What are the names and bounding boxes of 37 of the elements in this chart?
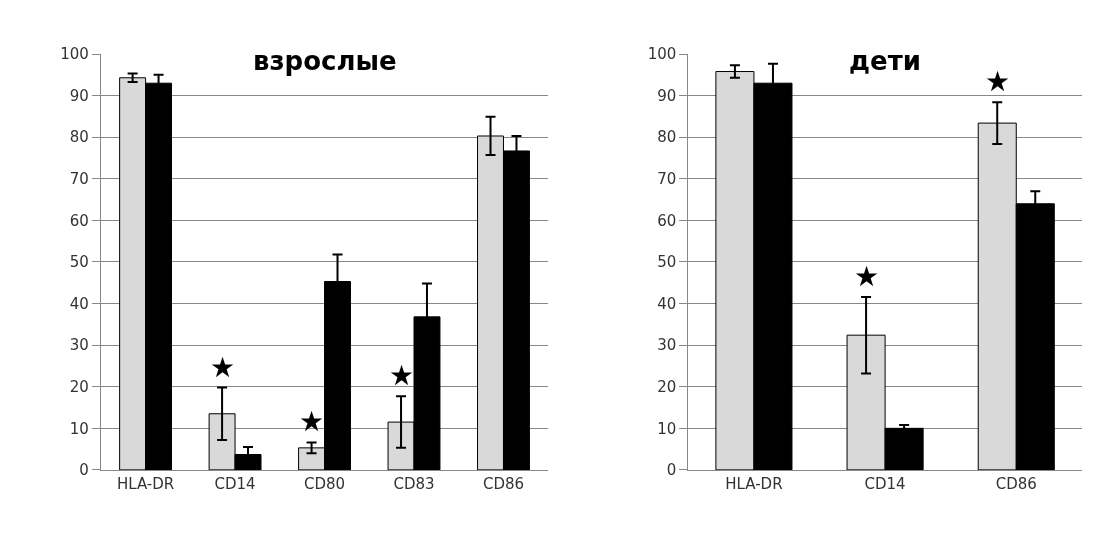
x-tick-label: HLA-DR — [116, 474, 175, 493]
y-tick-label: 20 — [657, 377, 677, 396]
y-tick-label: 30 — [657, 336, 677, 355]
chart-title: дети — [849, 46, 921, 76]
y-tick-label: 40 — [657, 294, 677, 313]
data-label: ★ — [210, 351, 236, 384]
y-tick-label: 10 — [657, 419, 677, 438]
y-tick-label: 70 — [657, 170, 677, 189]
y-tick-label: 50 — [657, 253, 677, 272]
x-tick-label: CD80 — [303, 474, 346, 493]
y-tick-label: 30 — [69, 336, 89, 355]
y-tick-label: 60 — [657, 211, 677, 230]
data-label: ★ — [299, 405, 325, 438]
y-tick-label: 40 — [69, 294, 89, 313]
x-tick-label: CD83 — [393, 474, 435, 493]
y-tick-label: 80 — [69, 128, 89, 147]
y-tick-label: 0 — [79, 461, 89, 480]
y-tick-label: 50 — [69, 253, 89, 272]
y-tick-label: 60 — [69, 211, 89, 230]
x-tick-label: CD14 — [864, 474, 906, 493]
x-tick-label: CD86 — [995, 474, 1037, 493]
y-tick-label: 0 — [666, 461, 677, 480]
y-tick-label: 80 — [657, 128, 677, 147]
y-tick-label: 100 — [647, 45, 677, 64]
y-tick-label: 70 — [69, 170, 89, 189]
x-tick-label: CD14 — [214, 474, 256, 493]
y-tick-label: 100 — [60, 45, 89, 64]
y-tick-label: 20 — [69, 377, 89, 396]
chart-title: взрослые — [253, 46, 397, 76]
data-label: ★ — [854, 260, 880, 293]
x-tick-label: HLA-DR — [725, 474, 783, 493]
data-label: ★ — [389, 359, 415, 392]
y-tick-label: 10 — [69, 419, 89, 438]
x-tick-label: CD86 — [482, 474, 525, 493]
data-label: ★ — [985, 65, 1011, 98]
y-tick-label: 90 — [69, 86, 89, 105]
y-tick-label: 90 — [657, 86, 677, 105]
